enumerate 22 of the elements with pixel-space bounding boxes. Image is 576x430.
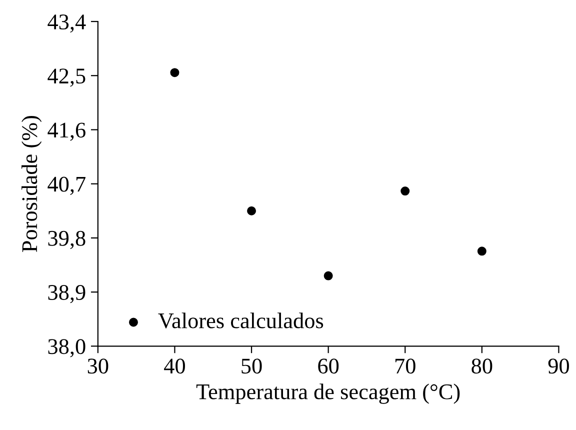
x-tick-label: 40 [164,358,185,374]
point [324,271,333,280]
x-tick-label: 50 [242,358,262,374]
y-tick-label: 43,4 [48,14,86,33]
legend-label: Valores calculados [158,312,324,328]
x-axis-title: Temperatura de secagem (°C) [196,384,460,404]
y-tick-label: 42,5 [48,68,86,87]
y-tick-label: 40,7 [48,176,86,195]
y-tick-label: 38,0 [48,339,86,358]
y-axis-title: Porosidade (%) [22,116,42,252]
x-tick-label: 90 [548,358,569,374]
y-tick-label: 39,8 [48,230,86,250]
x-tick-label: 60 [318,358,339,374]
point [477,246,486,256]
point [247,206,256,216]
y-tick-label: 41,6 [48,122,86,141]
x-tick-label: 70 [395,358,416,374]
point [170,68,180,78]
y-tick-label: 38,9 [48,284,86,304]
x-tick-label: 30 [88,358,108,374]
x-tick-label: 80 [472,358,492,374]
point [400,186,410,196]
